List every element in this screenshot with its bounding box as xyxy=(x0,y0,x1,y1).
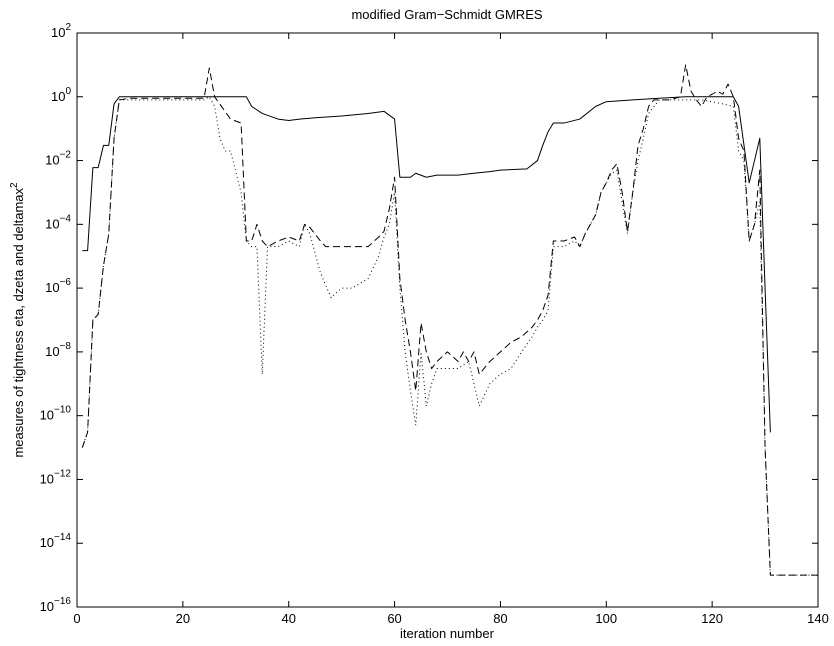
y-tick-label: 10−16 xyxy=(40,596,72,614)
x-tick-label: 120 xyxy=(701,611,723,626)
x-tick-label: 140 xyxy=(807,611,829,626)
series-line-solid xyxy=(82,96,771,433)
x-axis-label: iteration number xyxy=(400,626,495,641)
y-tick-label: 10−10 xyxy=(40,405,72,423)
series-line-dotted xyxy=(81,96,818,576)
y-tick-label: 102 xyxy=(51,22,71,40)
y-tick-label: 10−4 xyxy=(45,213,71,231)
series-line-dashed xyxy=(81,64,818,576)
y-axis-label: measures of tightness eta, dzeta and del… xyxy=(9,182,26,458)
y-tick-label: 10−6 xyxy=(45,277,71,295)
x-tick-label: 20 xyxy=(176,611,190,626)
series-layer xyxy=(81,64,818,576)
x-tick-label: 0 xyxy=(73,611,80,626)
x-tick-label: 80 xyxy=(493,611,507,626)
y-tick-label: 10−14 xyxy=(40,532,72,550)
y-tick-label: 10−12 xyxy=(40,468,72,486)
y-tick-label: 10−2 xyxy=(45,150,71,168)
y-tick-label: 10−8 xyxy=(45,341,71,359)
y-axis-label-superscript: 2 xyxy=(9,182,20,188)
y-tick-label: 100 xyxy=(51,86,71,104)
x-tick-label: 60 xyxy=(387,611,401,626)
y-axis-label-text: measures of tightness eta, dzeta and del… xyxy=(11,188,26,458)
y-axis-ticks: 102 100 10−2 10−4 10−6 10−8 10−10 10−12 10−14 10−… xyxy=(40,22,818,614)
x-tick-label: 40 xyxy=(281,611,295,626)
x-tick-label: 100 xyxy=(595,611,617,626)
x-axis-ticks: 0 20 40 60 80 100 120 140 xyxy=(73,33,829,626)
chart-title: modified Gram−Schmidt GMRES xyxy=(351,7,542,22)
plot-area-frame xyxy=(76,32,819,608)
